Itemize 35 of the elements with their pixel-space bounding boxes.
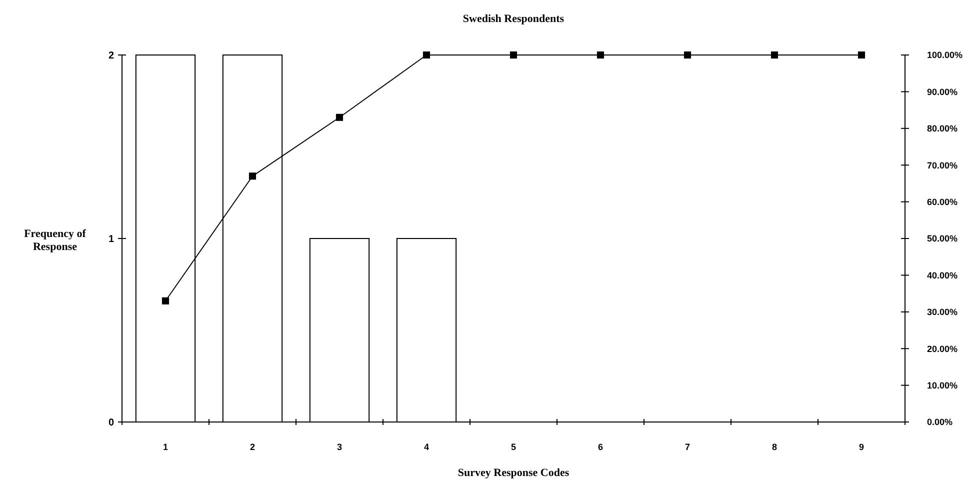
y2-tick-label: 70.00% [927,160,958,170]
y2-tick-label: 20.00% [927,344,958,354]
point [770,51,778,59]
x-tick-label: 7 [684,442,690,452]
point [684,51,692,59]
y-tick-label: 1 [108,234,114,245]
point [248,172,256,180]
point [162,297,170,304]
point [596,51,604,59]
x-tick-label: 1 [162,442,168,452]
y-axis-title: Frequency of Response [24,228,86,254]
x-tick-label: 5 [510,442,516,452]
x-tick-label: 4 [424,442,430,452]
x-tick-label: 8 [772,442,778,452]
y2-tick-label: 10.00% [927,380,958,390]
chart-title: Swedish Respondents [462,13,565,25]
y2-tick-label: 60.00% [927,196,958,207]
y-tick-label: 2 [108,50,114,62]
point [858,51,866,59]
y-tick-label: 0 [108,418,114,428]
y2-tick-label: 30.00% [927,307,958,318]
point [510,51,518,59]
y2-tick-label: 50.00% [927,234,958,244]
point [336,114,344,121]
y2-tick-label: 80.00% [927,124,958,134]
x-tick-label: 9 [858,442,864,452]
y2-tick-label: 90.00% [927,86,958,97]
x-tick-label: 3 [336,442,342,452]
point [422,51,430,59]
x-tick-label: 2 [250,442,256,452]
y2-tick-label: 100.00% [927,50,963,60]
x-axis-title: Survey Response Codes [458,467,570,479]
y2-tick-label: 0.00% [927,417,953,428]
y2-tick-label: 40.00% [927,270,958,280]
x-tick-label: 6 [598,442,604,452]
